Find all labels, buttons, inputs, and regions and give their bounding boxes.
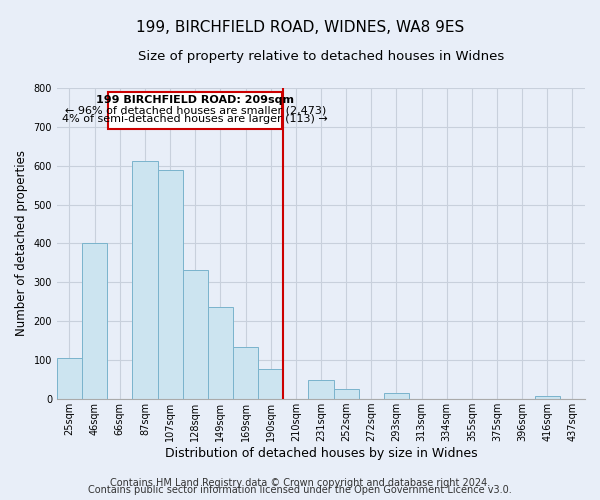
Text: 199 BIRCHFIELD ROAD: 209sqm: 199 BIRCHFIELD ROAD: 209sqm <box>96 95 294 105</box>
Text: Contains public sector information licensed under the Open Government Licence v3: Contains public sector information licen… <box>88 485 512 495</box>
Text: ← 96% of detached houses are smaller (2,473): ← 96% of detached houses are smaller (2,… <box>65 106 326 116</box>
Bar <box>258 369 283 399</box>
Bar <box>535 396 560 399</box>
Bar <box>233 346 258 399</box>
Bar <box>133 160 158 399</box>
Bar <box>384 394 409 399</box>
Bar <box>158 170 182 399</box>
Y-axis label: Number of detached properties: Number of detached properties <box>15 150 28 336</box>
FancyBboxPatch shape <box>109 92 282 128</box>
Text: 199, BIRCHFIELD ROAD, WIDNES, WA8 9ES: 199, BIRCHFIELD ROAD, WIDNES, WA8 9ES <box>136 20 464 35</box>
Bar <box>334 390 359 399</box>
Bar <box>82 244 107 399</box>
Bar <box>57 358 82 399</box>
X-axis label: Distribution of detached houses by size in Widnes: Distribution of detached houses by size … <box>164 447 477 460</box>
Title: Size of property relative to detached houses in Widnes: Size of property relative to detached ho… <box>138 50 504 63</box>
Bar <box>308 380 334 399</box>
Text: Contains HM Land Registry data © Crown copyright and database right 2024.: Contains HM Land Registry data © Crown c… <box>110 478 490 488</box>
Bar <box>208 307 233 399</box>
Text: 4% of semi-detached houses are larger (113) →: 4% of semi-detached houses are larger (1… <box>62 114 328 124</box>
Bar <box>182 270 208 399</box>
